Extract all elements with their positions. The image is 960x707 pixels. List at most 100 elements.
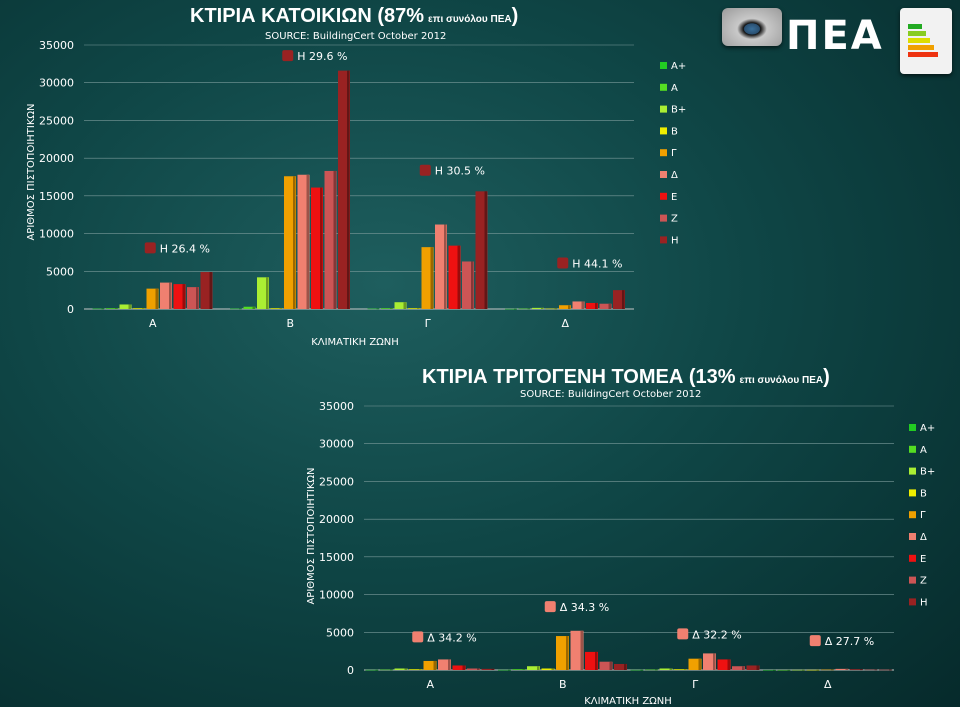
legend-label: B+ — [671, 105, 686, 116]
legend-swatch — [660, 192, 667, 200]
bar-shade — [508, 669, 511, 671]
bar-Δ-Β — [570, 630, 584, 670]
bar-B-Γ — [408, 308, 420, 309]
y-tick-label: 30000 — [319, 438, 354, 451]
x-tick-label: Γ — [425, 317, 432, 330]
bar-shade — [333, 170, 336, 309]
bar-Δ-Δ — [835, 668, 849, 670]
bar-shade — [182, 284, 185, 309]
bar-shade — [115, 308, 118, 309]
bar-shade — [266, 277, 269, 309]
bar-shade — [831, 669, 834, 671]
legend-swatch — [909, 445, 916, 453]
annotation-label: Η 26.4 % — [160, 242, 210, 255]
bar-B-Α — [409, 669, 422, 670]
y-tick-label: 0 — [347, 664, 354, 677]
bar-shade — [252, 306, 255, 309]
bar-shade — [209, 272, 212, 309]
bar-shade — [196, 287, 199, 309]
legend-swatch — [660, 83, 667, 91]
bar-Δ-Γ — [703, 653, 716, 670]
chart-tertiary: ΚΤΙΡΙΑ ΤΡΙΤΟΓΕΝΗ ΤΟΜΕΑ (13% επι συνόλου Π… — [306, 366, 935, 707]
annotation-label: Η 30.5 % — [435, 165, 485, 178]
bar-Ζ-Γ — [732, 666, 745, 670]
bar-shade — [581, 301, 584, 309]
y-tick-label: 20000 — [39, 152, 74, 165]
bar-A+-Γ — [630, 669, 644, 671]
bar-Η-Δ — [879, 669, 892, 671]
legend-label: B — [920, 488, 927, 499]
bar-shade — [622, 290, 625, 309]
y-tick-label: 35000 — [319, 400, 354, 413]
bar-shade — [491, 668, 494, 670]
chart-residential: ΚΤΙΡΙΑ ΚΑΤΟΙΚΙΩΝ (87% επι συνόλου ΠΕΑ) SO… — [26, 5, 686, 348]
bar-shade — [655, 669, 658, 671]
annotation-marker — [544, 601, 556, 613]
bar-Γ-Δ — [559, 305, 571, 309]
legend-label: B+ — [920, 467, 935, 478]
bar-B+-Δ — [532, 307, 544, 309]
y-tick-label: 25000 — [319, 475, 354, 488]
y-tick-label: 20000 — [319, 513, 354, 526]
bar-shade — [448, 659, 451, 670]
legend-label: Ζ — [671, 214, 678, 225]
bar-shade — [376, 308, 379, 310]
bar-shade — [433, 660, 436, 670]
bar-Ε-Δ — [850, 669, 863, 671]
bar-Δ-Δ — [572, 301, 585, 309]
bar-shade — [669, 668, 672, 670]
legend-label: B — [671, 126, 678, 137]
bar-shade — [169, 282, 172, 309]
legend-label: Δ — [920, 532, 927, 543]
bar-A-Δ — [518, 308, 531, 310]
bar-shade — [101, 308, 104, 310]
y-tick-label: 15000 — [319, 551, 354, 564]
y-tick-label: 30000 — [39, 77, 74, 90]
legend-swatch — [909, 598, 916, 606]
annotation-label: Δ 27.7 % — [825, 635, 874, 648]
legend-swatch — [909, 576, 916, 584]
legend-label: A+ — [671, 61, 686, 72]
legend-label: Ε — [920, 554, 926, 565]
bar-shade — [860, 669, 863, 671]
bar-B-Β — [541, 668, 555, 670]
x-tick-label: Β — [286, 317, 294, 330]
legend-label: Η — [920, 597, 928, 608]
annotation-label: Η 44.1 % — [572, 258, 622, 271]
bar-shade — [390, 308, 393, 309]
bar-shade — [541, 307, 544, 309]
bar-shade — [142, 308, 145, 309]
bar-A+-Β — [498, 669, 511, 671]
bar-shade — [874, 669, 877, 671]
bar-A-Β — [512, 669, 526, 670]
bar-shade — [239, 308, 242, 310]
y-tick-label: 10000 — [319, 589, 354, 602]
bar-shade — [417, 308, 420, 309]
bar-shade — [444, 224, 447, 309]
bar-shade — [430, 247, 433, 309]
legend-label: Γ — [671, 148, 677, 159]
bar-shade — [595, 302, 598, 309]
annotation-marker — [282, 50, 294, 62]
legend-swatch — [660, 127, 667, 135]
bar-shade — [640, 669, 643, 671]
bar-B-Β — [270, 308, 283, 309]
bar-shade — [816, 669, 819, 671]
bar-A+-Γ — [367, 308, 380, 310]
bar-shade — [580, 630, 583, 670]
bar-Η-Α — [481, 668, 495, 670]
bar-shade — [595, 651, 598, 670]
bar-B+-Α — [119, 304, 132, 309]
legend-label: Η — [671, 235, 679, 246]
bar-A-Γ — [381, 308, 393, 309]
legend-swatch — [660, 105, 667, 113]
legend-label: A+ — [920, 423, 935, 434]
bar-Γ-Δ — [821, 669, 834, 671]
eye-logo-icon — [722, 8, 782, 46]
chart1-ylabel: ΑΡΙΘΜΟΣ ΠΙΣΤΟΠΟΙΗΤΙΚΩΝ — [26, 103, 37, 240]
legend-swatch — [909, 511, 916, 519]
annotation-marker — [412, 631, 424, 643]
y-tick-label: 25000 — [39, 114, 74, 127]
chart1-subtitle: SOURCE: BuildingCert October 2012 — [265, 31, 446, 42]
bar-shade — [551, 668, 554, 670]
